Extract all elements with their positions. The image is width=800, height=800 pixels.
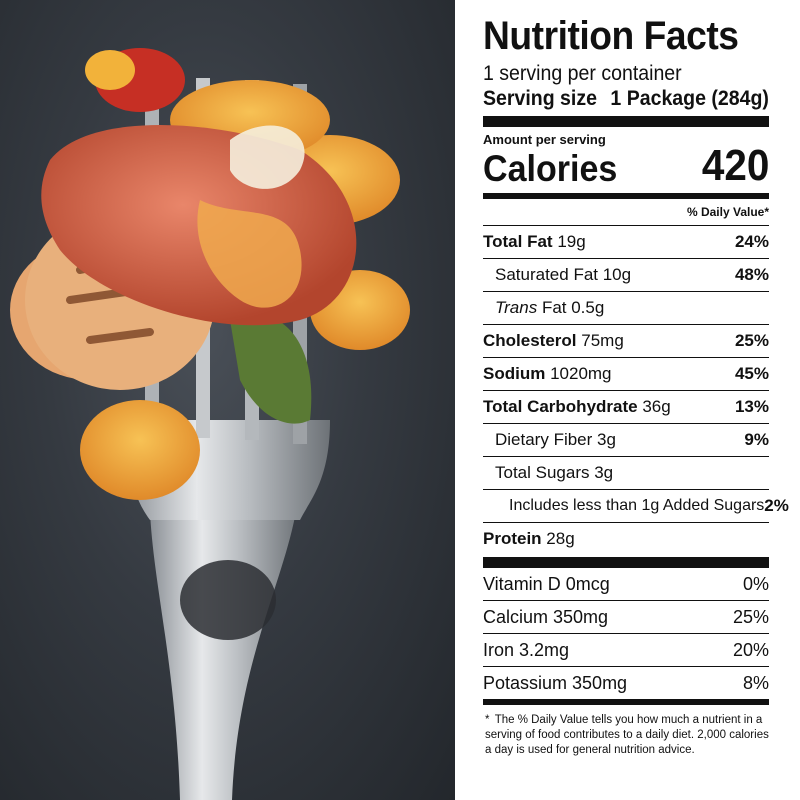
serving-size-label: Serving size [483, 87, 597, 110]
calories-value: 420 [701, 141, 769, 190]
footnote-text: The % Daily Value tells you how much a n… [485, 714, 769, 756]
amount-per-serving: Amount per serving [483, 132, 606, 147]
nutrient-pct: 13% [734, 397, 769, 416]
divider-medium [483, 699, 769, 705]
nutrient-row-cholesterol: Cholesterol 75mg 25% [483, 324, 769, 357]
nutrient-pct: 2% [764, 496, 789, 515]
divider-thick [483, 557, 769, 568]
nutrient-pct: 9% [744, 430, 769, 449]
nutrient-row-dietary-fiber: Dietary Fiber 3g 9% [483, 423, 769, 456]
daily-value-header: % Daily Value* [686, 205, 769, 219]
vitamin-list: Vitamin D 0mcg 0% Calcium 350mg 25% Iron 3… [483, 568, 769, 699]
divider-medium [483, 193, 769, 199]
serving-size-value: 1 Package (284g) [610, 87, 769, 110]
footnote-star: * [485, 714, 490, 726]
vitamin-row-vitamin-d: Vitamin D 0mcg 0% [483, 573, 769, 594]
vitamin-row-calcium: Calcium 350mg 25% [483, 600, 769, 633]
nutrient-row-total-sugars: Total Sugars 3g [483, 456, 769, 489]
nutrient-row-total-fat: Total Fat 19g 24% [483, 225, 769, 258]
nutrient-list: Total Fat 19g 24% Saturated Fat 10g 48% … [483, 225, 789, 555]
servings-per-container: 1 serving per container [483, 62, 682, 85]
nutrient-row-total-carbohydrate: Total Carbohydrate 36g 13% [483, 390, 769, 423]
fork-with-food-image [10, 48, 410, 800]
calories-row: Calories 420 [483, 143, 769, 189]
nutrient-row-saturated-fat: Saturated Fat 10g 48% [483, 258, 769, 291]
nutrient-row-protein: Protein 28g [483, 522, 769, 555]
vitamin-row-potassium: Potassium 350mg 8% [483, 666, 769, 699]
nutrient-pct: 24% [734, 232, 769, 251]
nutrient-pct: 45% [734, 364, 769, 383]
label-title: Nutrition Facts [483, 14, 739, 58]
product-photo [0, 0, 455, 800]
nutrient-row-trans-fat: Trans Fat 0.5g [483, 291, 769, 324]
divider-thick [483, 116, 769, 127]
serving-size-row: Serving size 1 Package (284g) [483, 86, 769, 112]
nutrition-facts-label: Nutrition Facts 1 serving per container … [483, 14, 789, 758]
nutrient-pct: 48% [734, 265, 769, 284]
calories-label: Calories [483, 148, 618, 189]
nutrient-row-added-sugars: Includes less than 1g Added Sugars 2% [483, 489, 789, 522]
vitamin-row-iron: Iron 3.2mg 20% [483, 633, 769, 666]
nutrient-pct: 25% [734, 331, 769, 350]
daily-value-footnote: * The % Daily Value tells you how much a… [483, 713, 769, 758]
nutrient-row-sodium: Sodium 1020mg 45% [483, 357, 769, 390]
